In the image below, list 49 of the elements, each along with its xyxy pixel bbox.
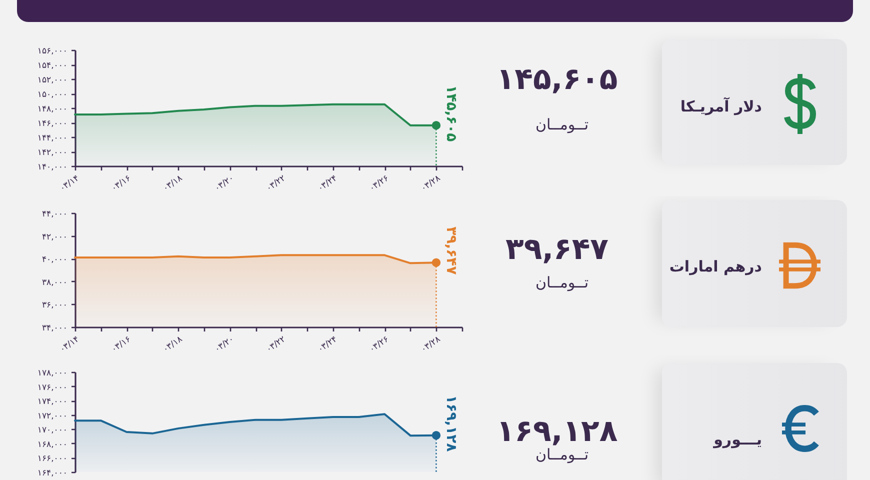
- x-tick-label: ۰۳/۲۴: [316, 334, 340, 355]
- y-tick-label: ۱۶۴,۰۰۰: [37, 468, 68, 478]
- y-tick-label: ۱۴۰,۰۰۰: [37, 162, 68, 172]
- text: تــومــان: [535, 274, 589, 292]
- y-tick-label: ۱۶۸,۰۰۰: [37, 440, 68, 450]
- text: دلار آمریـکا: [680, 98, 762, 116]
- x-tick-label: ۰۳/۲۶: [368, 174, 391, 194]
- y-tick-label: ۱۷۲,۰۰۰: [37, 411, 68, 422]
- x-tick-label: ۰۳/۲۴: [316, 174, 340, 194]
- y-tick-label: ۴۲,۰۰۰: [42, 232, 68, 242]
- x-tick-label: ۰۳/۲۸: [419, 173, 443, 194]
- y-tick-label: ۱۷۶,۰۰۰: [37, 382, 68, 393]
- x-tick-label: ۰۳/۲۰: [212, 174, 236, 194]
- y-tick-label: ۱۷۴,۰۰۰: [37, 397, 68, 408]
- y-tick-label: ۴۰,۰۰۰: [42, 255, 68, 266]
- y-tick-label: ۳۸,۰۰۰: [42, 278, 68, 288]
- text: ۱۴۵,۶۰۵: [496, 62, 618, 97]
- y-tick-label: ۱۷۸,۰۰۰: [37, 368, 68, 378]
- data-label: ۱۶۹,۱۲۸: [443, 395, 460, 452]
- x-tick-label: ۰۳/۱۴: [58, 334, 82, 355]
- text: ۳۹,۶۴۷: [506, 232, 608, 267]
- x-tick-label: ۰۳/۱۶: [110, 334, 133, 355]
- x-tick-label: ۰۳/۲۲: [264, 334, 288, 355]
- y-tick-label: ۱۵۰,۰۰۰: [37, 90, 68, 100]
- data-label: ۳۹,۶۴۷: [443, 226, 460, 276]
- x-tick-label: ۰۳/۲۶: [368, 334, 391, 355]
- x-tick-label: ۰۳/۲۰: [212, 334, 236, 355]
- text: یـــورو: [714, 430, 762, 448]
- x-tick-label: ۰۳/۱۴: [58, 174, 82, 194]
- y-tick-label: ۱۵۲,۰۰۰: [37, 76, 68, 86]
- x-tick-label: ۰۳/۱۶: [110, 174, 133, 194]
- y-tick-label: ۳۶,۰۰۰: [42, 300, 68, 311]
- y-tick-label: ۴۴,۰۰۰: [42, 210, 68, 220]
- y-tick-label: ۱۷۰,۰۰۰: [37, 426, 68, 436]
- x-tick-label: ۰۳/۱۸: [161, 334, 185, 355]
- data-label: ۱۴۵,۶۰۵: [443, 85, 460, 142]
- y-tick-label: ۳۴,۰۰۰: [42, 324, 68, 334]
- x-tick-label: ۰۳/۲۸: [419, 334, 443, 355]
- y-tick-label: ۱۶۶,۰۰۰: [37, 454, 68, 464]
- x-tick-label: ۰۳/۱۸: [161, 173, 185, 194]
- text: تــومــان: [535, 116, 589, 134]
- text: درهم امارات: [669, 258, 762, 276]
- x-tick-label: ۰۳/۲۲: [264, 173, 288, 194]
- y-tick-label: ۱۵۴,۰۰۰: [37, 61, 68, 71]
- y-tick-label: ۱۵۶,۰۰۰: [37, 46, 68, 56]
- y-tick-label: ۱۴۲,۰۰۰: [37, 148, 68, 158]
- y-tick-label: ۱۴۶,۰۰۰: [37, 119, 68, 129]
- y-tick-label: ۱۴۴,۰۰۰: [37, 134, 68, 144]
- y-tick-label: ۱۴۸,۰۰۰: [37, 104, 68, 114]
